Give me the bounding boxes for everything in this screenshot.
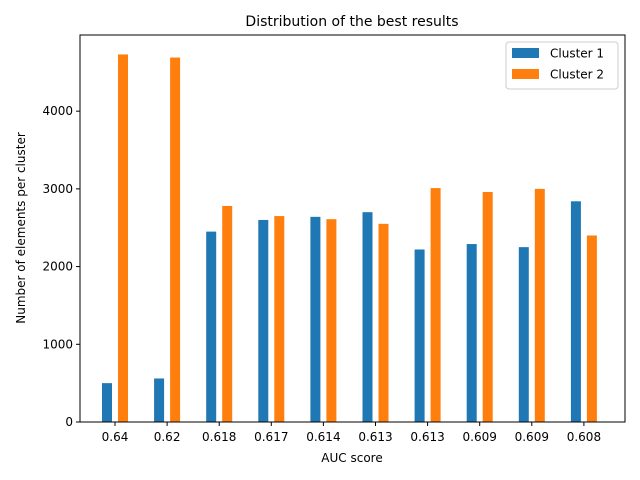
bars-group	[102, 54, 597, 423]
x-tick-label: 0.617	[254, 430, 288, 444]
x-tick-label: 0.62	[154, 430, 181, 444]
bar-2-1	[118, 54, 128, 423]
y-tick-label: 1000	[42, 337, 73, 351]
bar-2-4	[274, 216, 285, 422]
bar-1-10	[570, 201, 581, 422]
bar-1-3	[206, 231, 217, 422]
legend-label-2: Cluster 2	[550, 68, 604, 82]
x-tick-label: 0.608	[567, 430, 601, 444]
x-tick-label: 0.609	[515, 430, 549, 444]
x-axis-label: AUC score	[321, 451, 382, 465]
bar-1-8	[466, 244, 477, 422]
y-tick-label: 4000	[42, 104, 73, 118]
bar-2-5	[326, 219, 337, 422]
bar-2-9	[534, 188, 545, 422]
y-axis-label: Number of elements per cluster	[14, 132, 28, 324]
x-axis-ticks: 0.64 0.62 0.618 0.617 0.614 0.613 0.613 0.609 0.…	[102, 422, 601, 444]
bar-2-7	[430, 188, 441, 422]
x-tick-label: 0.64	[102, 430, 129, 444]
x-tick-label: 0.613	[358, 430, 392, 444]
bar-1-1	[102, 383, 112, 422]
legend-swatch-1	[512, 48, 539, 58]
bar-2-2	[170, 57, 181, 423]
x-tick-label: 0.613	[410, 430, 444, 444]
bar-1-5	[310, 216, 321, 422]
bar-1-9	[518, 247, 529, 422]
chart-title: Distribution of the best results	[245, 14, 458, 30]
axes	[79, 34, 626, 423]
bar-2-8	[482, 191, 493, 422]
legend-swatch-2	[512, 69, 539, 79]
y-tick-label: 2000	[42, 260, 73, 274]
bar-1-7	[414, 249, 425, 422]
bar-1-2	[154, 378, 165, 422]
y-tick-label: 0	[65, 415, 73, 429]
legend-label-1: Cluster 1	[550, 47, 604, 61]
x-tick-label: 0.609	[463, 430, 497, 444]
x-tick-label: 0.618	[202, 430, 236, 444]
bar-2-6	[378, 223, 389, 422]
bar-2-10	[586, 235, 597, 422]
x-tick-label: 0.614	[306, 430, 340, 444]
y-tick-label: 3000	[42, 182, 73, 196]
bar-2-3	[222, 205, 233, 422]
bar-1-4	[258, 219, 269, 422]
plot-frame	[79, 34, 626, 423]
y-axis-ticks: 0 1000 2000 3000 4000	[42, 104, 80, 429]
legend: Cluster 1 Cluster 2	[505, 41, 619, 90]
bar-1-6	[362, 212, 373, 422]
